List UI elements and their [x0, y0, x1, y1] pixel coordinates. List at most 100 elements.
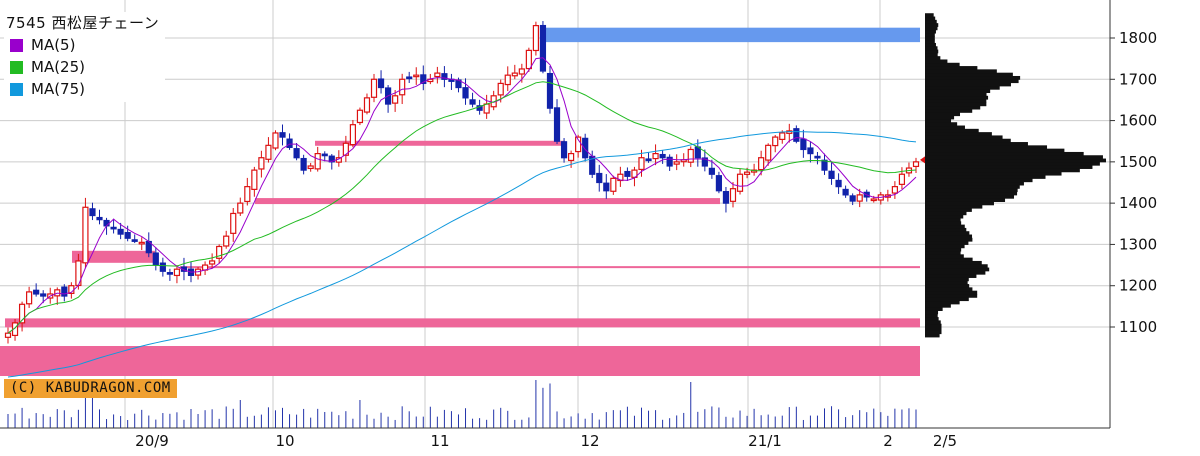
- candle-body-95: [673, 161, 680, 165]
- candle-body-14: [103, 219, 110, 227]
- candle-body-40: [286, 138, 293, 149]
- volume-profile-bar-96: [925, 16, 936, 21]
- candle-body-62: [441, 73, 448, 80]
- volume-profile-bar-92: [925, 29, 936, 34]
- candle-body-15: [110, 226, 117, 230]
- candle-body-39: [279, 132, 286, 138]
- volume-profile-bar-33: [925, 224, 965, 229]
- candle-body-77: [546, 72, 554, 109]
- candle-body-4: [33, 289, 40, 295]
- volume-profile-bar-18: [925, 274, 977, 278]
- candle-body-19: [138, 241, 145, 245]
- candle-body-8: [61, 286, 68, 297]
- volume-profile-bar-14: [925, 287, 973, 292]
- candle-body-115: [814, 155, 821, 159]
- candle-body-0: [4, 332, 12, 338]
- candle-body-17: [124, 232, 131, 239]
- y-tick-label-4: 1400: [1119, 194, 1157, 212]
- volume-profile-bar-83: [925, 59, 948, 64]
- candle-body-72: [511, 72, 518, 77]
- candle-body-105: [743, 171, 751, 175]
- candle-body-53: [377, 78, 385, 89]
- candle-body-30: [216, 245, 223, 259]
- candle-body-51: [363, 97, 371, 113]
- candle-body-55: [392, 95, 399, 104]
- candle-body-1: [11, 322, 19, 337]
- volume-profile-bar-74: [925, 89, 991, 93]
- volume-profile-bar-91: [925, 33, 935, 37]
- volume-profile-bar-72: [925, 95, 989, 100]
- volume-profile-bar-37: [925, 211, 967, 216]
- volume-profile-bar-11: [925, 297, 969, 302]
- candle-body-49: [349, 124, 356, 146]
- candle-body-70: [497, 82, 504, 96]
- candle-body-108: [765, 144, 772, 161]
- candle-body-61: [434, 72, 441, 78]
- candle-body-119: [842, 188, 849, 196]
- candle-body-112: [793, 128, 800, 142]
- candle-body-36: [258, 157, 265, 170]
- candle-body-91: [645, 158, 652, 162]
- candle-body-126: [891, 186, 898, 194]
- volume-profile-bar-90: [925, 36, 935, 41]
- volume-profile-bar-86: [925, 49, 939, 54]
- candle-body-45: [321, 153, 328, 157]
- candle-body-24: [173, 268, 181, 277]
- volume-profile-bar-78: [925, 75, 1021, 80]
- candle-body-79: [560, 141, 568, 159]
- volume-profile-bar-1: [925, 330, 942, 335]
- y-tick-label-7: 1100: [1119, 318, 1157, 336]
- candle-body-67: [476, 105, 483, 111]
- candle-body-99: [701, 157, 708, 167]
- volume-profile-bar-46: [925, 181, 1024, 186]
- support-band-2: [255, 198, 720, 205]
- candle-body-52: [370, 78, 378, 98]
- volume-profile-bar-43: [925, 191, 1018, 196]
- volume-profile-bar-34: [925, 221, 962, 226]
- candle-body-127: [898, 173, 906, 185]
- volume-profile-bar-94: [925, 23, 939, 27]
- candle-body-81: [575, 136, 582, 153]
- volume-profile-bar-97: [925, 13, 934, 18]
- volume-profile-bar-4: [925, 320, 941, 325]
- volume-profile-bar-73: [925, 92, 987, 97]
- volume-profile-bar-13: [925, 290, 978, 295]
- volume-profile-bar-40: [925, 201, 994, 206]
- legend-label-ma5: MA(5): [31, 36, 76, 54]
- volume-profile-bar-24: [925, 254, 964, 259]
- volume-profile-bar-70: [925, 102, 987, 107]
- volume-profile-bar-30: [925, 234, 973, 239]
- support-band-3: [72, 250, 155, 263]
- volume-profile-bar-75: [925, 85, 1000, 90]
- candle-body-85: [603, 182, 610, 192]
- volume-profile-bar-12: [925, 293, 978, 298]
- volume-profile-bar-63: [925, 125, 965, 130]
- candle-body-86: [610, 177, 617, 192]
- volume-profile-bar-51: [925, 165, 1093, 169]
- ma75-swatch: [10, 82, 23, 96]
- volume-profile-bar-5: [925, 317, 939, 321]
- candle-body-76: [539, 24, 547, 72]
- volume-profile-bar-17: [925, 277, 969, 282]
- candle-body-31: [223, 235, 230, 247]
- support-band-5: [5, 318, 920, 328]
- candle-body-42: [300, 157, 307, 171]
- candle-body-109: [772, 136, 779, 147]
- candle-body-11: [82, 206, 89, 264]
- y-tick-label-0: 1800: [1119, 29, 1157, 47]
- legend-item-ma75: MA(75): [6, 78, 159, 100]
- candle-body-118: [835, 179, 842, 188]
- legend: 7545 西松屋チェーン MA(5) MA(25) MA(75): [4, 12, 166, 102]
- candle-body-44: [314, 153, 321, 170]
- volume-profile-bar-9: [925, 303, 951, 308]
- volume-profile-bar-95: [925, 19, 937, 24]
- volume-profile-bar-87: [925, 46, 938, 51]
- candle-body-71: [504, 74, 511, 86]
- candle-body-123: [870, 198, 877, 202]
- volume-profile-bar-21: [925, 264, 988, 269]
- candle-body-88: [624, 170, 631, 177]
- volume-profile-bar-2: [925, 327, 942, 331]
- x-tick-label-4: 21/1: [748, 432, 782, 450]
- volume-profile-bar-77: [925, 79, 1019, 84]
